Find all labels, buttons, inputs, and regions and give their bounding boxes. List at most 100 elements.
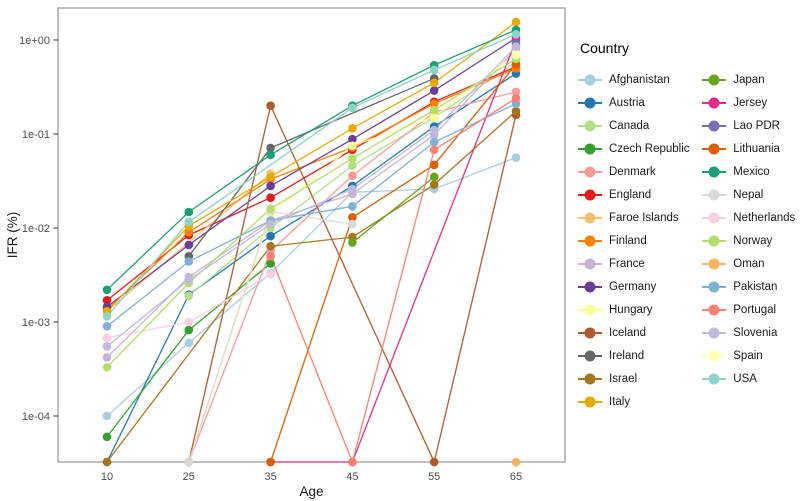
legend-key-icon [578,280,602,293]
series-point-finland-55 [429,99,439,109]
legend-key-icon [578,257,602,270]
legend-key-icon [578,119,602,132]
series-point-mexico-35 [266,150,275,160]
series-point-norway-55 [429,105,439,115]
legend-item-label: Japan [733,73,765,86]
series-point-iceland-55 [429,457,439,467]
series-point-canada-25 [184,291,194,301]
series-point-nepal-25 [184,457,194,467]
legend-item-afghanistan: Afghanistan [578,68,692,91]
series-point-hungary-55 [429,112,439,122]
series-point-portugal-55 [429,145,439,155]
legend-item-lao-pdr: Lao PDR [702,114,798,137]
legend-item-label: Faroe Islands [609,211,679,224]
series-point-usa-55 [429,65,439,75]
series-point-lithuania-45 [348,212,357,222]
x-tick-label: 45 [346,471,358,483]
series-point-italy-35 [266,172,275,182]
series-point-denmark-45 [348,171,357,181]
series-point-usa-45 [348,103,357,113]
legend-grid: Afghanistan Austria Canada Czech Republic De… [578,68,798,413]
legend-item-jersey: Jersey [702,91,798,114]
series-point-czech-republic-25 [184,325,194,335]
legend-key-icon [702,303,727,316]
x-tick-label: 65 [510,471,522,483]
legend-key-icon [578,165,602,178]
legend-item-label: England [609,188,652,201]
legend-item-label: Finland [609,234,647,247]
legend-item-denmark: Denmark [578,160,692,183]
legend-key-icon [702,165,727,178]
legend-item-label: Italy [609,395,631,408]
legend: Country Afghanistan Austria Canada Czech Re… [578,40,798,413]
series-point-oman-65 [511,457,521,467]
legend-item-label: USA [733,372,757,385]
legend-key-icon [578,211,602,224]
series-point-usa-65 [511,29,521,39]
series-point-czech-republic-35 [266,259,275,268]
series-point-pakistan-55 [429,137,439,147]
legend-item-nepal: Nepal [702,183,798,206]
legend-key-icon [702,326,727,339]
series-point-italy-45 [348,123,357,133]
legend-item-hungary: Hungary [578,298,692,321]
legend-key-icon [702,372,727,385]
legend-item-lithuania: Lithuania [702,137,798,160]
legend-item-label: Lao PDR [733,119,780,132]
series-point-canada-45 [348,161,357,171]
series-line-lithuania [269,63,517,463]
legend-item-iceland: Iceland [578,321,692,344]
legend-item-label: Czech Republic [609,142,690,155]
legend-item-netherlands: Netherlands [702,206,798,229]
legend-key-icon [702,188,727,201]
legend-item-italy: Italy [578,390,692,413]
series-point-germany-25 [184,240,194,250]
series-point-slovenia-10 [102,342,112,351]
legend-item-label: Slovenia [733,326,778,339]
series-line-japan [351,176,435,244]
series-line-norway [106,58,517,368]
legend-item-label: Lithuania [733,142,780,155]
legend-item-england: England [578,183,692,206]
series-point-norway-10 [102,362,112,372]
legend-item-germany: Germany [578,275,692,298]
series-point-denmark-65 [511,87,521,97]
legend-item-canada: Canada [578,114,692,137]
series-point-austria-35 [266,231,275,241]
series-point-portugal-65 [511,93,521,103]
legend-key-icon [578,349,602,362]
series-point-usa-10 [102,311,112,321]
series-line-afghanistan [106,156,517,417]
legend-title: Country [580,40,630,56]
y-tick-label: 1e-01 [22,129,50,141]
legend-item-label: Mexico [733,165,770,178]
series-point-portugal-45 [348,457,357,467]
legend-item-label: Spain [733,349,763,362]
series-point-italy-65 [511,17,521,27]
series-point-netherlands-25 [184,317,194,327]
legend-key-icon [702,142,727,155]
legend-key-icon [702,349,727,362]
legend-key-icon [702,234,727,247]
series-point-slovenia-25 [184,275,194,285]
legend-key-icon [578,96,602,109]
legend-item-label: Iceland [609,326,647,339]
legend-item-japan: Japan [702,68,798,91]
series-point-portugal-35 [266,251,275,261]
legend-item-label: Ireland [609,349,645,362]
series-point-israel-65 [511,106,521,116]
x-tick-label: 25 [183,471,195,483]
series-point-netherlands-35 [266,270,275,279]
series-point-germany-35 [266,181,275,191]
legend-key-icon [702,96,727,109]
series-point-hungary-45 [348,141,357,151]
legend-item-label: Netherlands [733,211,796,224]
legend-item-israel: Israel [578,367,692,390]
series-point-japan-45 [348,238,357,247]
legend-item-faroe-islands: Faroe Islands [578,206,692,229]
legend-key-icon [578,372,602,385]
series-point-italy-55 [429,78,439,88]
legend-item-finland: Finland [578,229,692,252]
series-point-czech-republic-10 [102,432,112,442]
